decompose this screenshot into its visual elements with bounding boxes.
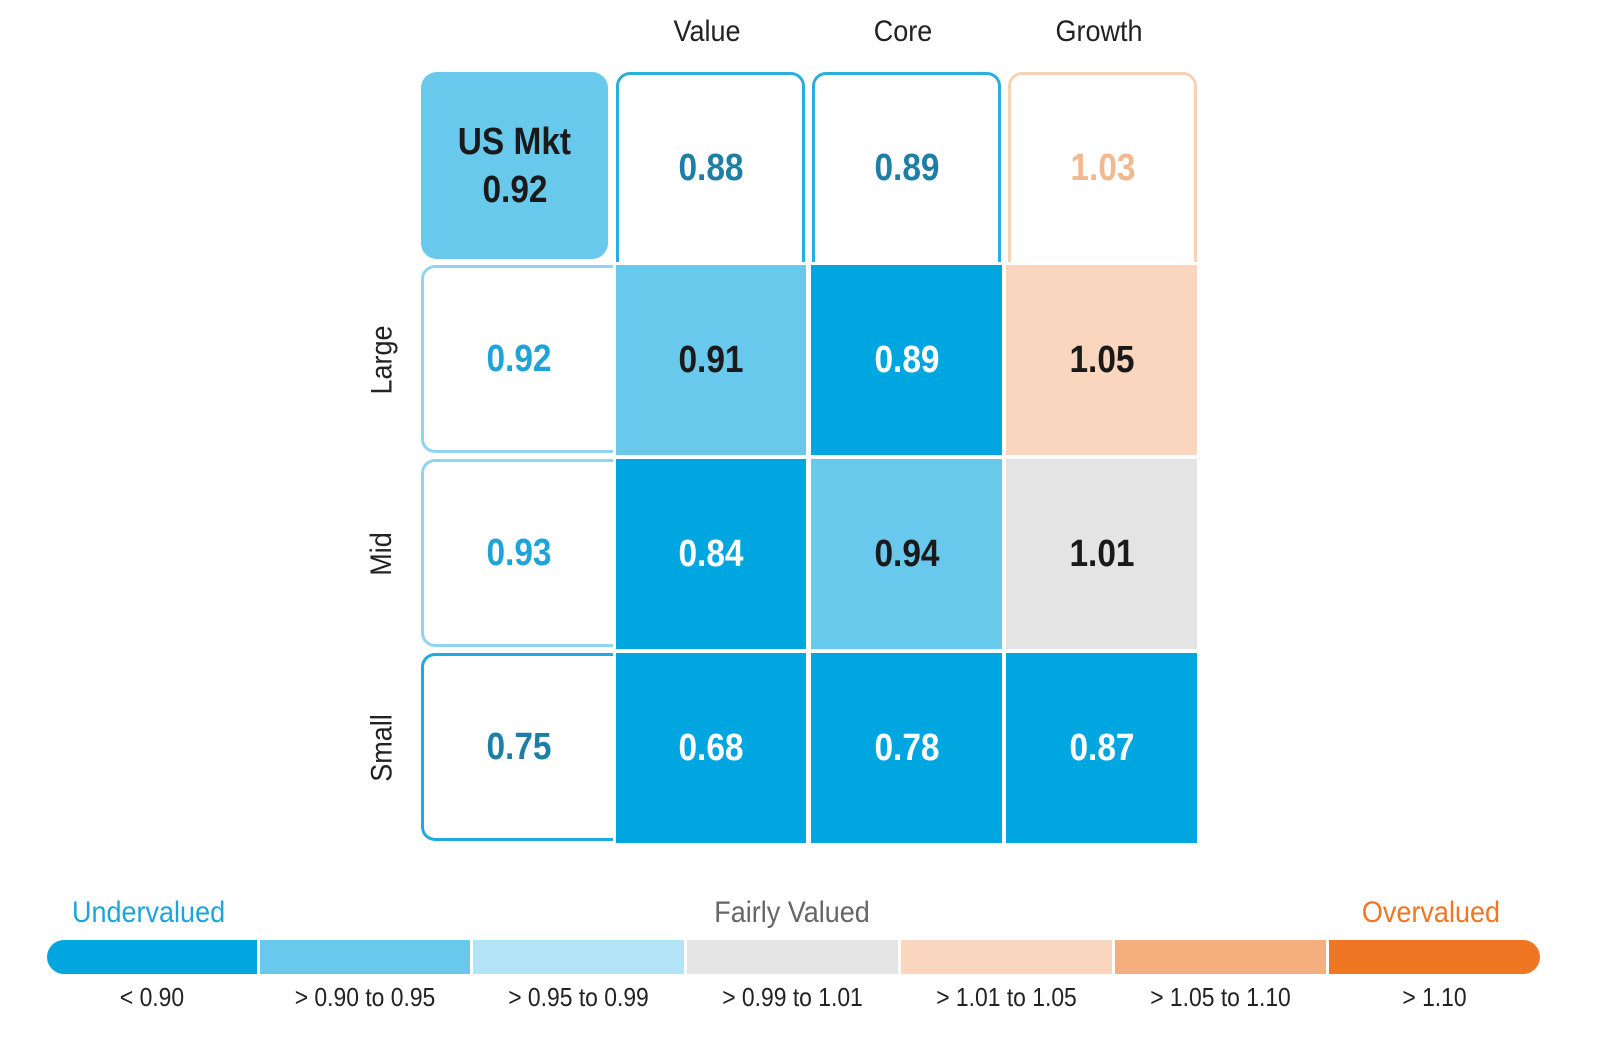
row-total-mid-text: 0.93 xyxy=(485,531,552,574)
column-total-value-text: 0.88 xyxy=(677,147,744,189)
cell-small-value: 0.68 xyxy=(616,653,806,843)
legend-undervalued-label: Undervalued xyxy=(72,896,226,929)
column-total-core-text: 0.89 xyxy=(873,147,940,189)
cell-mid-core: 0.94 xyxy=(811,459,1002,649)
column-header-core: Core xyxy=(873,15,933,48)
legend-bin-7-label: > 1.10 xyxy=(1402,982,1467,1012)
column-total-value: 0.88 xyxy=(616,72,805,262)
row-header-large: Large xyxy=(365,325,399,395)
row-total-large: 0.92 xyxy=(421,265,613,453)
legend-bin-7 xyxy=(1329,940,1540,974)
us-market-cell: US Mkt 0.92 xyxy=(421,72,608,259)
legend-bin-4-label: > 0.99 to 1.01 xyxy=(722,982,863,1012)
row-total-small-text: 0.75 xyxy=(485,725,552,768)
legend-bin-5-label: > 1.01 to 1.05 xyxy=(936,982,1077,1012)
cell-small-growth: 0.87 xyxy=(1006,653,1197,843)
legend-fairly-valued-label: Fairly Valued xyxy=(714,896,870,929)
row-total-large-text: 0.92 xyxy=(485,337,552,380)
row-header-small: Small xyxy=(365,714,399,782)
row-header-mid: Mid xyxy=(365,532,398,576)
column-total-core: 0.89 xyxy=(812,72,1001,262)
legend-bin-5 xyxy=(901,940,1112,974)
legend-bin-4 xyxy=(687,940,898,974)
legend-bin-3-label: > 0.95 to 0.99 xyxy=(508,982,649,1012)
us-market-label: US Mkt xyxy=(457,120,572,163)
legend-bin-2-label: > 0.90 to 0.95 xyxy=(294,982,436,1012)
cell-mid-value: 0.84 xyxy=(616,459,806,649)
legend-overvalued-label: Overvalued xyxy=(1361,896,1500,929)
cell-mid-growth: 1.01 xyxy=(1006,459,1197,649)
cell-large-value: 0.91 xyxy=(616,265,806,455)
legend-bin-1-label: < 0.90 xyxy=(119,982,185,1012)
column-header-value: Value xyxy=(673,15,741,48)
us-market-value: 0.92 xyxy=(481,168,548,211)
legend-bin-6-label: > 1.05 to 1.10 xyxy=(1150,982,1291,1012)
column-total-growth-text: 1.03 xyxy=(1069,147,1136,189)
column-header-growth: Growth xyxy=(1055,15,1143,48)
cell-large-growth: 1.05 xyxy=(1006,265,1197,455)
row-total-small: 0.75 xyxy=(421,653,613,841)
cell-large-core: 0.89 xyxy=(811,265,1002,455)
row-total-mid: 0.93 xyxy=(421,459,613,647)
legend-bin-3 xyxy=(473,940,684,974)
cell-small-core: 0.78 xyxy=(811,653,1002,843)
legend-bin-1 xyxy=(47,940,257,974)
column-total-growth: 1.03 xyxy=(1008,72,1197,262)
legend-bin-2 xyxy=(260,940,470,974)
legend-bin-6 xyxy=(1115,940,1326,974)
